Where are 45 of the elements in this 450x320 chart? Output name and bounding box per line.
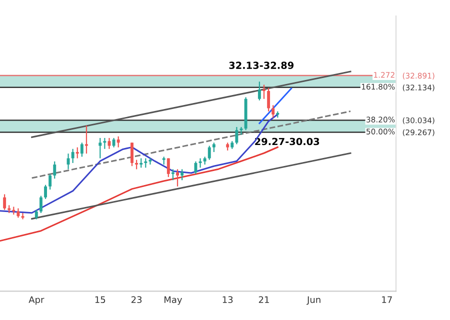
x-tick-label: 17 [382, 296, 392, 303]
candlestick [48, 173, 52, 190]
x-tick-label: May [164, 296, 182, 305]
candlestick [135, 159, 138, 170]
band-label: 29.27-30.03 [255, 138, 320, 146]
x-tick-label: 21 [258, 296, 269, 303]
candlestick [112, 137, 116, 148]
candlestick [34, 209, 38, 220]
candlestick [71, 148, 74, 164]
candlestick [194, 160, 198, 174]
candlestick [148, 158, 152, 166]
candlestick [3, 194, 6, 210]
candlestick [85, 124, 88, 154]
candlestick [166, 158, 170, 178]
candlestick [116, 136, 120, 148]
candlestick [272, 104, 275, 118]
candlestick [103, 137, 106, 150]
candlestick [171, 168, 174, 181]
x-tick-label: Jun [306, 296, 320, 305]
candlestick [198, 158, 202, 168]
candlestick [80, 142, 84, 158]
candlestick [258, 81, 261, 101]
candlestick [66, 153, 70, 170]
candlestick [212, 142, 216, 153]
candlestick [140, 158, 143, 168]
x-tick-label: Apr [28, 296, 44, 305]
candlestick [44, 184, 47, 200]
candlestick [16, 208, 20, 218]
candlestick [235, 126, 238, 145]
x-tick-label: 23 [131, 296, 142, 304]
candlestick [39, 195, 42, 214]
candlestick [180, 168, 184, 181]
x-tick-label: 13 [222, 296, 233, 304]
x-tick-label: 15 [95, 296, 106, 304]
candlestick [208, 145, 211, 160]
candlestick [144, 158, 148, 168]
candlestick [262, 84, 266, 100]
candlestick [130, 142, 134, 167]
band-label: 32.13-32.89 [229, 62, 294, 69]
candlestick [176, 168, 179, 187]
candlestick [98, 137, 102, 159]
line-series [0, 146, 278, 242]
candlestick [267, 87, 270, 112]
candlestick [53, 160, 56, 180]
candlestick [76, 146, 79, 159]
